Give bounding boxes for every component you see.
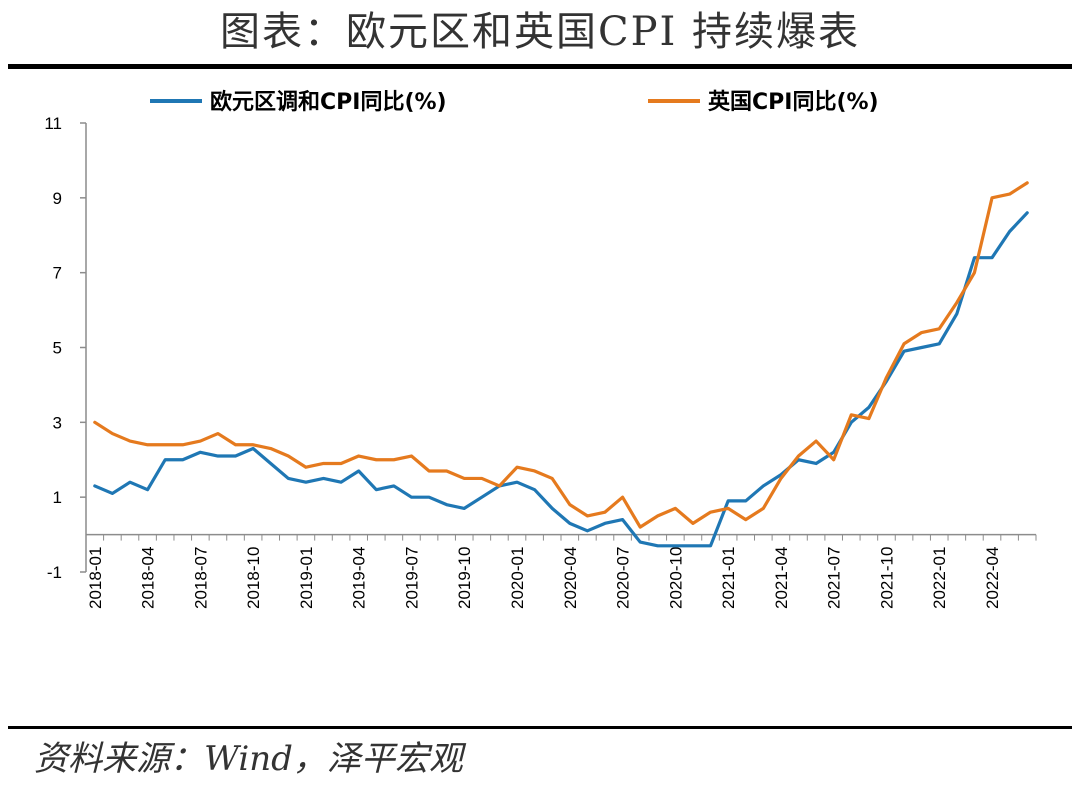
x-tick-label: 2018-07 — [191, 547, 210, 609]
x-tick-label: 2020-10 — [666, 547, 685, 609]
x-tick-label: 2020-07 — [614, 547, 633, 609]
x-tick-label: 2020-04 — [561, 547, 580, 609]
x-tick-label: 2020-01 — [508, 547, 527, 609]
y-axis: -1 1 3 5 7 9 11 — [44, 114, 87, 582]
x-tick-label: 2021-04 — [772, 547, 791, 609]
x-tick-label: 2019-04 — [350, 547, 369, 609]
x-axis: 2018-01 2018-04 2018-07 2018-10 2019-01 2019-… — [85, 533, 1037, 609]
y-tick-label: 1 — [53, 488, 62, 507]
legend-label-2: 英国CPI同比(%) — [708, 90, 879, 115]
y-tick-label: 9 — [53, 189, 62, 208]
y-tick-label: 11 — [44, 114, 62, 133]
source-note: 资料来源：Wind，泽平宏观 — [34, 739, 463, 779]
series-line-2 — [93, 181, 1029, 529]
chart-title: 图表：欧元区和英国CPI 持续爆表 — [219, 9, 861, 55]
y-tick-label: 7 — [53, 264, 62, 283]
x-tick-label: 2021-10 — [877, 547, 896, 609]
title-rule — [8, 64, 1072, 69]
legend: 欧元区调和CPI同比(%) 英国CPI同比(%) — [150, 89, 879, 115]
line-chart: 欧元区调和CPI同比(%) 英国CPI同比(%) -1 1 3 5 7 9 11 2018-0… — [44, 89, 1037, 609]
x-tick-label: 2022-01 — [930, 547, 949, 609]
legend-label-1: 欧元区调和CPI同比(%) — [210, 89, 447, 115]
x-tick-label: 2018-10 — [244, 547, 263, 609]
series-layer — [93, 181, 1029, 548]
x-tick-label: 2021-01 — [719, 547, 738, 609]
footer-rule — [8, 726, 1072, 729]
y-tick-label: -1 — [47, 563, 62, 582]
x-tick-label: 2019-07 — [402, 547, 421, 609]
x-tick-label: 2022-04 — [983, 547, 1002, 609]
x-tick-label: 2019-10 — [455, 547, 474, 609]
y-tick-label: 5 — [53, 339, 62, 358]
x-tick-label: 2021-07 — [825, 547, 844, 609]
x-tick-label: 2018-01 — [86, 547, 105, 609]
x-tick-label: 2018-04 — [139, 547, 158, 609]
series-line-1 — [93, 211, 1029, 548]
y-tick-label: 3 — [53, 413, 62, 432]
x-tick-label: 2019-01 — [297, 547, 316, 609]
